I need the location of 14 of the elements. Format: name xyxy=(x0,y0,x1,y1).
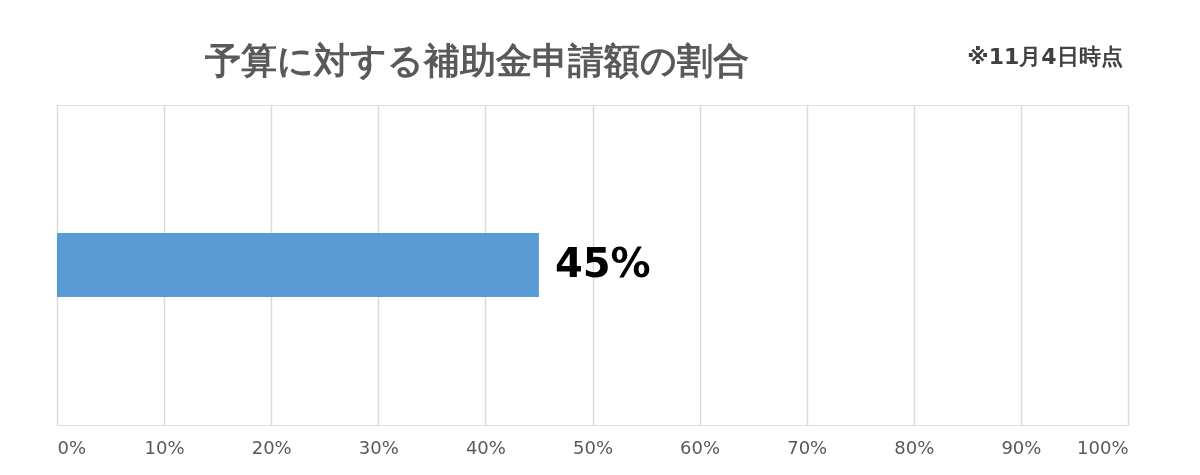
x-tick-label: 0% xyxy=(57,436,87,458)
x-tick-label: 30% xyxy=(358,436,399,458)
x-tick-label: 80% xyxy=(894,436,935,458)
x-tick-label: 70% xyxy=(787,436,828,458)
chart-title: 予算に対する補助金申請額の割合 xyxy=(205,40,749,81)
x-tick-label: 10% xyxy=(144,436,185,458)
x-tick-label: 60% xyxy=(680,436,721,458)
x-tick-label: 90% xyxy=(1001,436,1042,458)
x-tick-label: 40% xyxy=(465,436,506,458)
text: ※11月4日時点 xyxy=(967,44,1123,69)
x-tick-label: 20% xyxy=(251,436,292,458)
x-tick-label: 100% xyxy=(1077,436,1129,458)
x-tick-label: 50% xyxy=(572,436,614,458)
data-label: 45% xyxy=(554,240,651,286)
